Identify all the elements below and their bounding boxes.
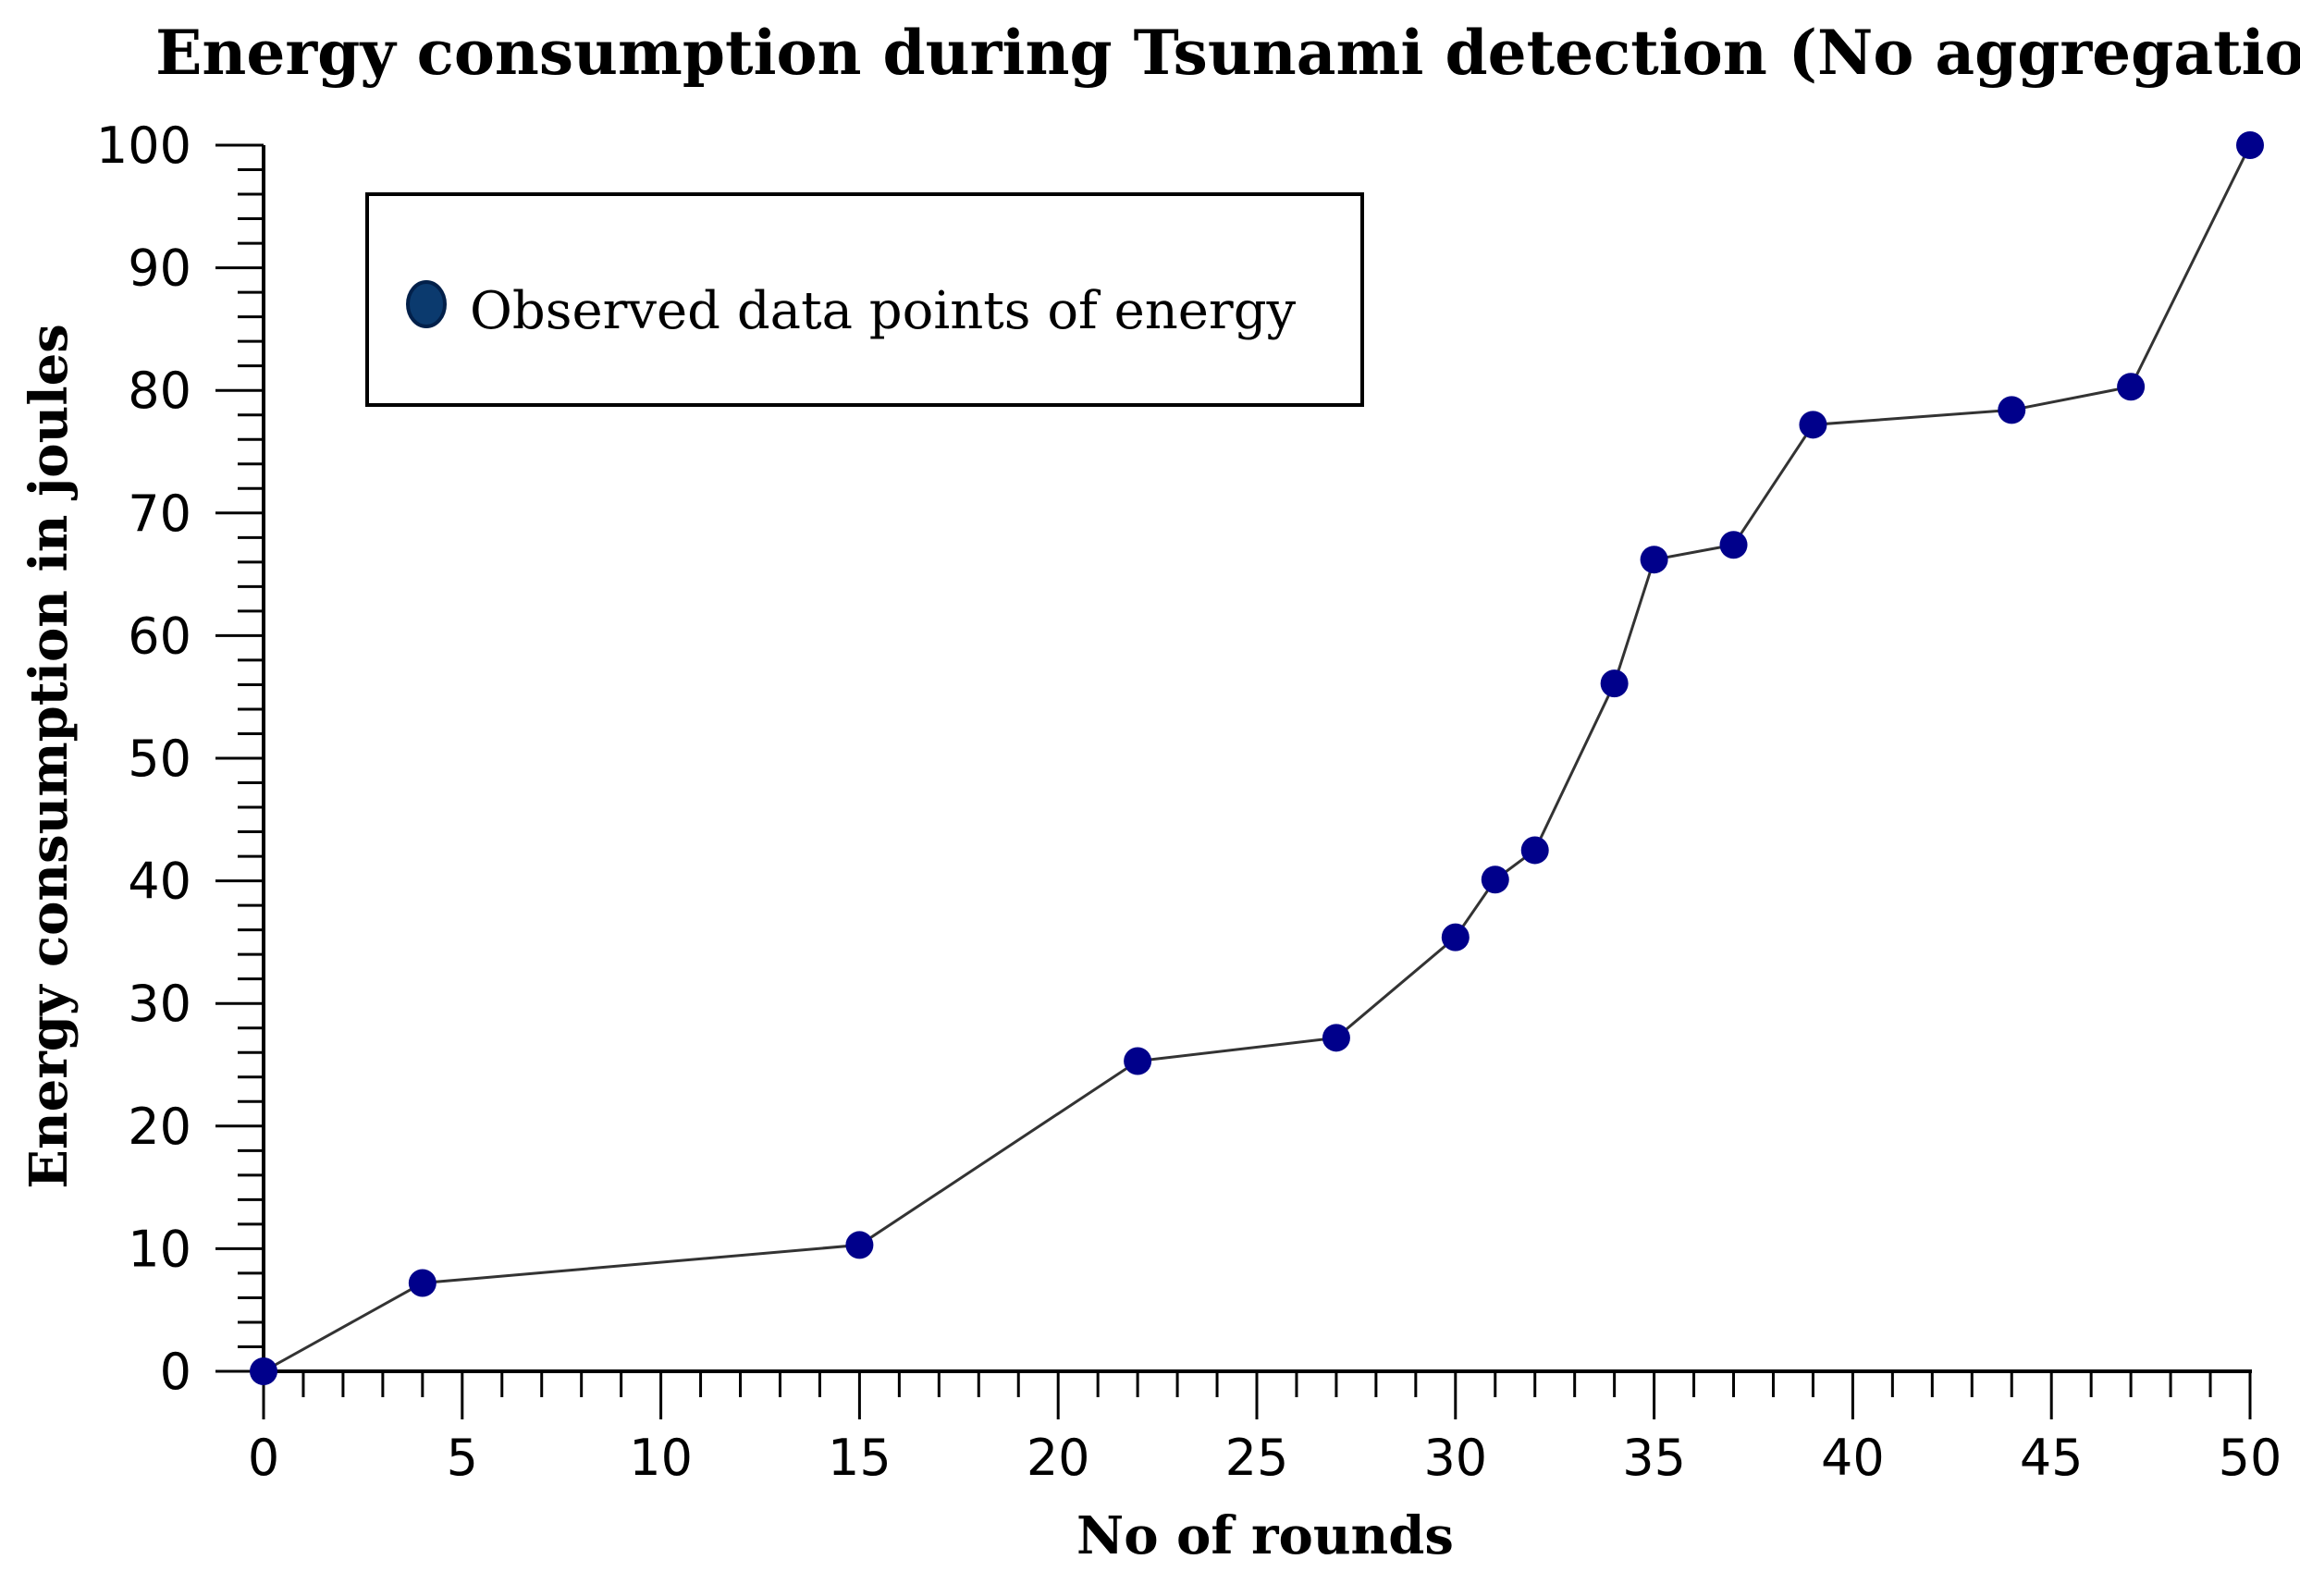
data-point (1481, 866, 1509, 894)
y-tick-label: 30 (128, 975, 191, 1033)
x-tick-label: 35 (1622, 1429, 1686, 1487)
x-tick-label: 50 (2219, 1429, 2282, 1487)
x-axis-label: No of rounds (1076, 1505, 1454, 1566)
y-tick-label: 50 (128, 730, 191, 788)
data-point (250, 1357, 277, 1385)
data-point (2117, 373, 2146, 401)
y-tick-label: 0 (160, 1343, 191, 1401)
legend-marker (406, 280, 447, 328)
x-tick-label: 10 (629, 1429, 693, 1487)
legend-box (365, 192, 1364, 407)
chart-title: Energy consumption during Tsunami detect… (155, 17, 2300, 89)
x-tick-label: 20 (1027, 1429, 1090, 1487)
data-point (1719, 531, 1748, 559)
x-tick-label: 25 (1225, 1429, 1289, 1487)
x-tick-label: 30 (1423, 1429, 1487, 1487)
data-point (1998, 396, 2026, 424)
data-point (1600, 669, 1629, 698)
data-point (1799, 411, 1827, 439)
x-tick-label: 45 (2020, 1429, 2084, 1487)
y-tick-label: 40 (128, 853, 191, 911)
y-axis-label: Energy consumption in joules (18, 324, 80, 1188)
data-point (1441, 923, 1470, 951)
y-tick-label: 70 (128, 485, 191, 543)
x-tick-label: 0 (248, 1429, 279, 1487)
x-tick-label: 40 (1821, 1429, 1885, 1487)
y-tick-label: 10 (128, 1220, 191, 1278)
y-tick-label: 80 (128, 362, 191, 420)
x-tick-label: 5 (447, 1429, 478, 1487)
legend: Observed data points of energy (365, 192, 1364, 407)
legend-label: Observed data points of energy (470, 281, 1297, 341)
data-point (408, 1269, 437, 1297)
data-point (845, 1231, 874, 1259)
data-point (1520, 836, 1549, 865)
data-point (2236, 131, 2264, 159)
y-tick-label: 60 (128, 607, 191, 665)
data-point (1640, 546, 1668, 574)
data-point (1322, 1024, 1350, 1052)
y-tick-label: 90 (128, 239, 191, 298)
data-point (1124, 1047, 1152, 1075)
x-tick-label: 15 (828, 1429, 892, 1487)
y-tick-label: 100 (96, 117, 191, 175)
y-tick-label: 20 (128, 1098, 191, 1156)
plot-area: 0 10 20 30 40 50 60 70 80 90 100 0 5 10 15 20 25 30 35 40 45… (96, 117, 2282, 1487)
